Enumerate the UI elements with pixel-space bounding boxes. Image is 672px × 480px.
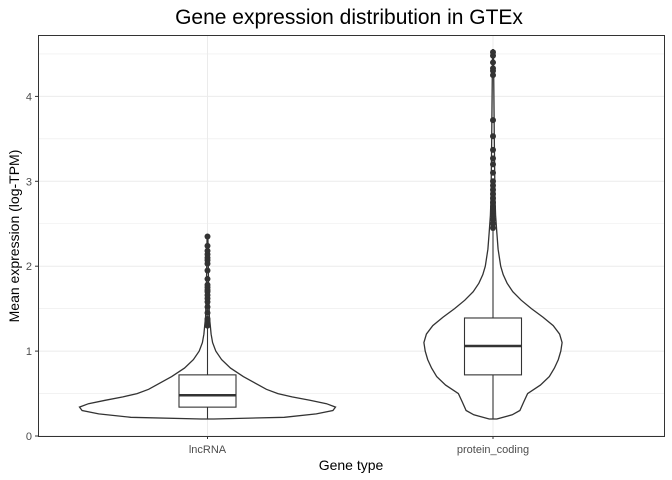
outlier-point — [490, 49, 496, 56]
violin-lncrna — [78, 233, 337, 420]
outlier-point — [490, 220, 496, 227]
outlier-point — [490, 133, 496, 140]
outlier-point — [490, 146, 496, 153]
y-axis-title: Mean expression (log-TPM) — [6, 150, 22, 323]
outlier-point — [204, 267, 211, 274]
outlier-point — [490, 212, 496, 219]
violin-protein-coding — [423, 49, 563, 420]
outlier-point — [490, 182, 496, 189]
outlier-point — [490, 208, 496, 215]
outlier-point — [490, 178, 496, 185]
outlier-point — [204, 242, 211, 249]
outlier-point — [490, 59, 496, 66]
outlier-point — [204, 247, 211, 254]
outlier-point — [490, 216, 496, 223]
y-tick-label: 3 — [26, 176, 32, 188]
outlier-point — [490, 186, 496, 193]
y-tick-label: 2 — [26, 261, 32, 273]
y-tick-label: 0 — [26, 431, 32, 443]
violins — [78, 49, 563, 420]
outlier-point — [204, 281, 211, 288]
outlier-point — [204, 303, 211, 310]
chart-title: Gene expression distribution in GTEx — [175, 6, 523, 29]
outlier-point — [204, 315, 211, 322]
outlier-point — [490, 191, 496, 198]
y-tick-label: 1 — [26, 346, 32, 358]
box — [178, 374, 237, 408]
outlier-point — [204, 275, 211, 282]
outlier-point — [490, 65, 496, 72]
outlier-point — [490, 161, 496, 168]
x-tick-label: lncRNA — [189, 444, 227, 456]
plot-panel-border — [38, 35, 665, 437]
outlier-point — [490, 195, 496, 202]
outlier-point — [490, 72, 496, 79]
outlier-point — [490, 169, 496, 176]
outlier-point — [490, 224, 496, 231]
y-tick-label: 4 — [26, 91, 32, 103]
outlier-point — [490, 117, 496, 124]
outlier-point — [490, 155, 496, 162]
x-axis-title: Gene type — [319, 457, 384, 473]
outlier-point — [490, 203, 496, 210]
outlier-point — [204, 309, 211, 316]
outlier-point — [204, 233, 211, 240]
x-tick-label: protein_coding — [457, 444, 529, 456]
axes: 0 1 2 3 4 lncRNA protein_coding — [26, 91, 529, 456]
outlier-point — [490, 199, 496, 206]
gridlines — [38, 35, 664, 437]
